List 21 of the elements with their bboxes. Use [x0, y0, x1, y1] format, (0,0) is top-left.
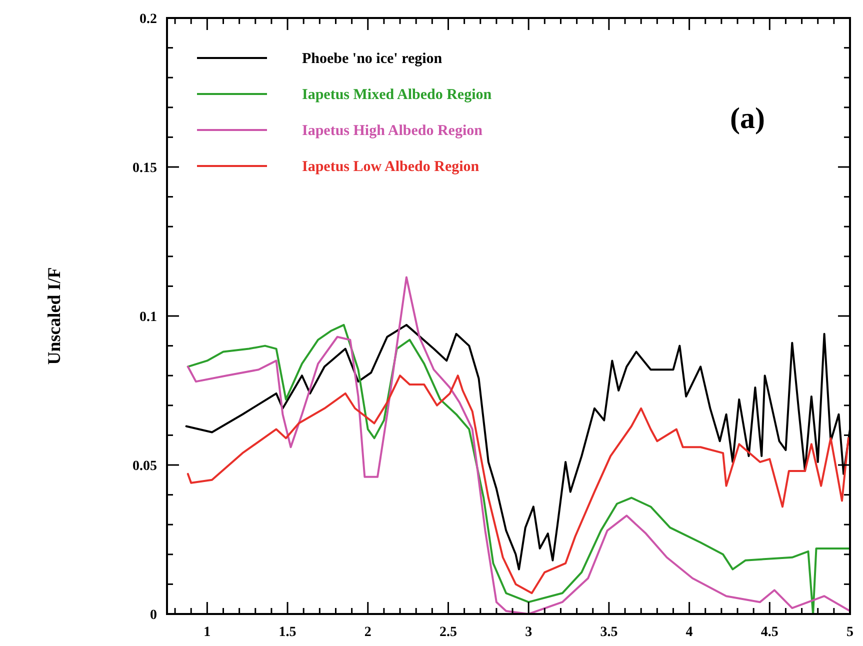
x-tick-label: 5 — [846, 625, 854, 640]
y-tick-label: 0 — [150, 608, 157, 623]
y-axis-title: Unscaled I/F — [44, 267, 64, 365]
y-tick-label: 0.05 — [132, 459, 157, 474]
legend-label: Iapetus Mixed Albedo Region — [302, 87, 492, 103]
y-tick-label: 0.1 — [140, 310, 157, 325]
line-series — [186, 374, 850, 594]
x-tick-label: 4 — [686, 625, 693, 640]
x-tick-label: 1.5 — [278, 625, 296, 640]
x-tick-label: 3.5 — [600, 625, 618, 640]
annotation: (a) — [730, 102, 765, 135]
x-tick-label: 1 — [204, 625, 211, 640]
legend-label: Iapetus Low Albedo Region — [302, 159, 480, 175]
y-tick-label: 0.15 — [132, 161, 157, 176]
legend-label: Phoebe 'no ice' region — [302, 51, 443, 67]
x-tick-label: 2 — [364, 625, 372, 640]
x-tick-label: 4.5 — [760, 625, 778, 640]
y-tick-label: 0.2 — [140, 12, 157, 27]
x-tick-label: 3 — [525, 625, 532, 640]
legend-label: Iapetus High Albedo Region — [302, 123, 484, 139]
x-tick-label: 2.5 — [439, 625, 457, 640]
